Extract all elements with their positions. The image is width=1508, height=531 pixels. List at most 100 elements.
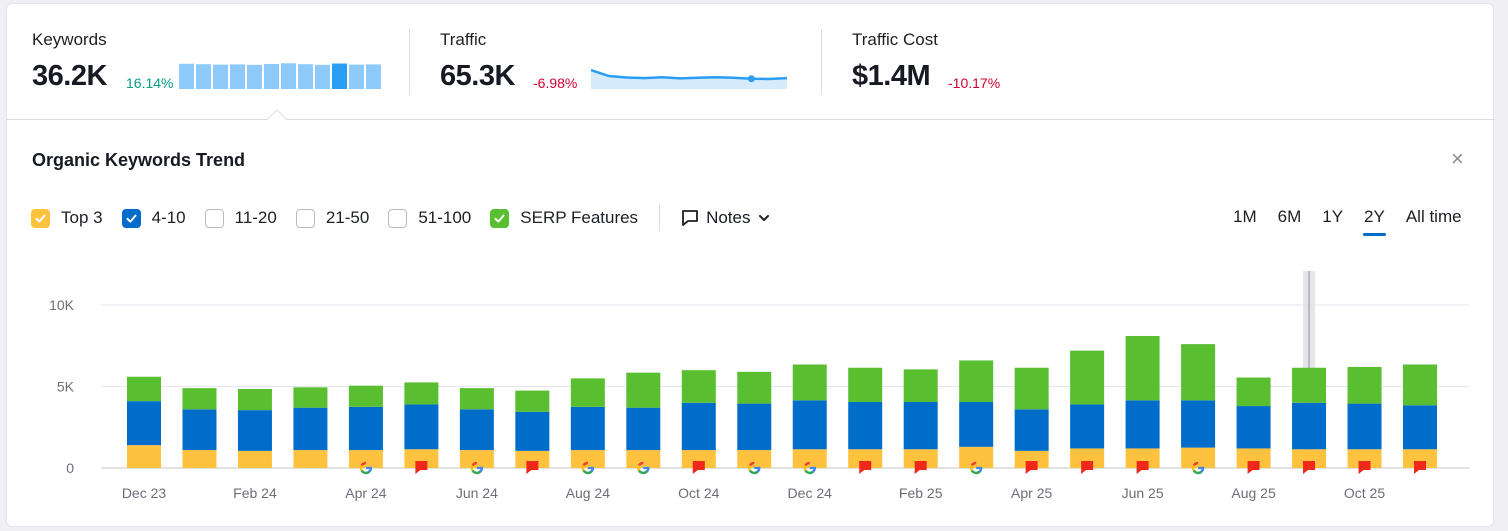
checkbox-serp-features[interactable] (490, 208, 510, 228)
notes-dropdown[interactable]: Notes (680, 208, 771, 228)
bar-4-10[interactable] (570, 406, 605, 451)
note-flag-icon[interactable] (692, 461, 705, 474)
bar-top-3[interactable] (1070, 448, 1105, 468)
google-update-icon[interactable] (637, 461, 650, 475)
note-flag-icon[interactable] (1303, 461, 1316, 474)
google-update-icon[interactable] (581, 461, 595, 475)
checkbox-4-10[interactable] (121, 208, 141, 228)
checkbox-top-3[interactable] (31, 208, 50, 228)
bar-top-3[interactable] (1403, 449, 1437, 468)
bar-top-3[interactable] (1347, 449, 1382, 468)
bar-4-10[interactable] (737, 403, 772, 451)
range-all-time[interactable]: All time (1405, 207, 1462, 226)
range-1m[interactable]: 1M (1233, 207, 1257, 226)
keywords-metric[interactable]: Keywords 36.2K 16.14% (32, 30, 382, 100)
bar-serp-features[interactable] (903, 369, 938, 402)
bar-serp-features[interactable] (792, 364, 827, 401)
bar-top-3[interactable] (293, 450, 328, 468)
traffic-cost-metric[interactable]: Traffic Cost $1.4M -10.17% (852, 30, 1102, 100)
bar-4-10[interactable] (1014, 409, 1049, 451)
google-update-icon[interactable] (803, 461, 816, 475)
bar-4-10[interactable] (237, 410, 272, 451)
google-update-icon[interactable] (470, 461, 484, 475)
bar-4-10[interactable] (1125, 400, 1160, 449)
bar-top-3[interactable] (570, 450, 605, 468)
bar-4-10[interactable] (293, 407, 328, 451)
legend-item-51-100[interactable]: 51-100 (388, 208, 471, 228)
bar-top-3[interactable] (515, 450, 550, 468)
bar-top-3[interactable] (1014, 450, 1049, 468)
bar-serp-features[interactable] (959, 360, 994, 402)
bar-4-10[interactable] (459, 409, 494, 451)
checkbox-11-20[interactable] (204, 208, 224, 228)
checkbox-21-50[interactable] (295, 208, 315, 228)
bar-serp-features[interactable] (626, 372, 661, 408)
range-2y[interactable]: 2Y (1363, 207, 1386, 236)
bar-serp-features[interactable] (681, 370, 716, 403)
bar-4-10[interactable] (1236, 406, 1271, 449)
google-update-icon[interactable] (359, 461, 373, 475)
note-flag-icon[interactable] (1136, 461, 1149, 474)
legend-item-4-10[interactable]: 4-10 (121, 208, 186, 228)
bar-top-3[interactable] (681, 450, 716, 468)
google-update-icon[interactable] (969, 461, 983, 475)
bar-4-10[interactable] (348, 406, 383, 451)
checkbox-51-100[interactable] (388, 208, 408, 228)
bar-4-10[interactable] (1403, 405, 1437, 450)
bar-top-3[interactable] (1181, 447, 1216, 468)
bar-top-3[interactable] (903, 449, 938, 468)
range-6m[interactable]: 6M (1277, 207, 1302, 226)
bar-serp-features[interactable] (293, 387, 328, 408)
bar-serp-features[interactable] (459, 388, 494, 410)
bar-serp-features[interactable] (848, 367, 883, 402)
note-flag-icon[interactable] (914, 461, 927, 474)
range-1y[interactable]: 1Y (1322, 207, 1344, 226)
bar-top-3[interactable] (1292, 449, 1327, 468)
bar-top-3[interactable] (459, 450, 494, 468)
bar-top-3[interactable] (848, 449, 883, 468)
note-flag-icon[interactable] (415, 461, 428, 474)
bar-top-3[interactable] (1236, 448, 1271, 468)
google-update-icon[interactable] (1191, 461, 1205, 475)
note-flag-icon[interactable] (1247, 461, 1260, 474)
note-flag-icon[interactable] (859, 461, 872, 474)
bar-serp-features[interactable] (1014, 367, 1049, 410)
bar-serp-features[interactable] (570, 378, 605, 407)
bar-4-10[interactable] (848, 401, 883, 450)
note-flag-icon[interactable] (1414, 461, 1426, 474)
bar-serp-features[interactable] (404, 382, 439, 405)
bar-4-10[interactable] (1070, 404, 1105, 449)
bar-serp-features[interactable] (1181, 344, 1216, 401)
bar-serp-features[interactable] (1125, 335, 1160, 401)
bar-top-3[interactable] (237, 450, 272, 468)
bar-top-3[interactable] (792, 449, 827, 468)
note-flag-icon[interactable] (1358, 461, 1371, 474)
bar-top-3[interactable] (626, 450, 661, 468)
traffic-metric[interactable]: Traffic 65.3K -6.98% (440, 30, 800, 100)
note-flag-icon[interactable] (1081, 461, 1094, 474)
legend-item-21-50[interactable]: 21-50 (295, 208, 369, 228)
close-icon[interactable]: × (1451, 146, 1464, 171)
keywords-trend-chart[interactable]: 0 5K 10K Dec 23 Feb 24 Apr 24 Jun 24 Aug 24 Oct … (7, 266, 1495, 516)
bar-4-10[interactable] (1292, 402, 1327, 450)
bar-top-3[interactable] (182, 450, 217, 468)
bar-serp-features[interactable] (1236, 377, 1271, 407)
bar-4-10[interactable] (959, 401, 994, 447)
bar-serp-features[interactable] (348, 385, 383, 407)
bar-serp-features[interactable] (127, 376, 161, 402)
bar-top-3[interactable] (127, 445, 161, 468)
bar-4-10[interactable] (681, 402, 716, 451)
bar-4-10[interactable] (1347, 403, 1382, 450)
bar-serp-features[interactable] (737, 371, 772, 404)
bar-serp-features[interactable] (1292, 367, 1327, 403)
bar-serp-features[interactable] (1347, 366, 1382, 404)
bar-serp-features[interactable] (515, 390, 550, 412)
bar-top-3[interactable] (348, 450, 383, 468)
bar-serp-features[interactable] (182, 388, 217, 410)
legend-item-serp-features[interactable]: SERP Features (490, 208, 638, 228)
bar-top-3[interactable] (404, 449, 439, 468)
bar-serp-features[interactable] (237, 388, 272, 411)
bar-top-3[interactable] (959, 446, 994, 468)
bar-4-10[interactable] (515, 411, 550, 451)
bar-serp-features[interactable] (1070, 350, 1105, 405)
